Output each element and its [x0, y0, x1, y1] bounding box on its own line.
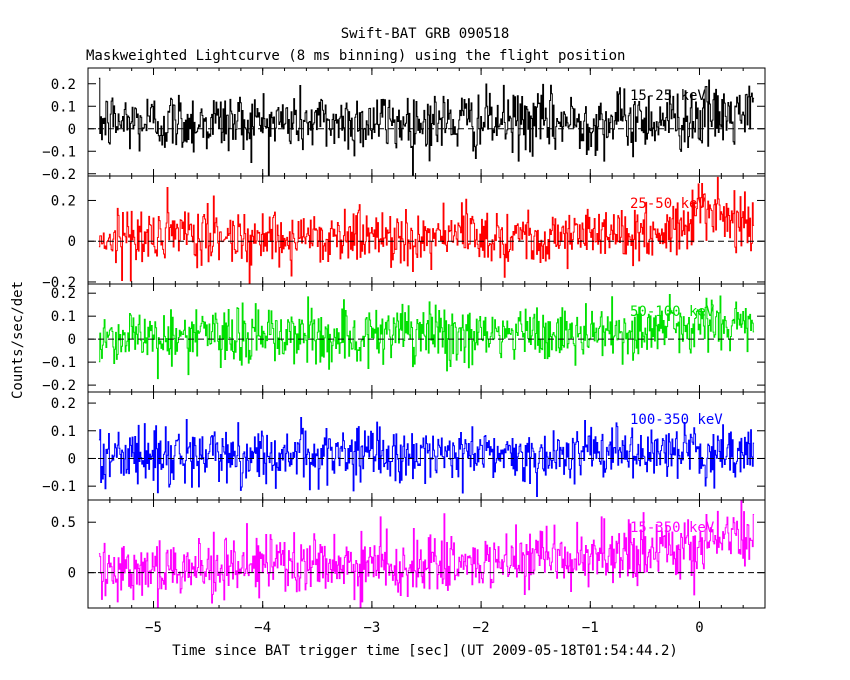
y-tick-label: 0.2: [51, 193, 76, 209]
x-tick-label: −2: [473, 620, 490, 636]
y-tick-label: 0.5: [51, 515, 76, 531]
y-tick-label: 0: [68, 451, 76, 467]
y-tick-label: 0: [68, 332, 76, 348]
y-tick-label: −0.1: [42, 479, 76, 495]
x-tick-label: −1: [582, 620, 599, 636]
y-tick-label: −0.2: [42, 378, 76, 394]
y-tick-label: 0.2: [51, 396, 76, 412]
chart-title: Swift-BAT GRB 090518: [341, 26, 510, 42]
y-tick-label: 0: [68, 122, 76, 138]
panel-4: −0.1 0 0.1 0.2 100-350 keV: [42, 391, 766, 501]
panels-group: −0.2 −0.1 0 0.1 0.2 15-25 keV −0.2 0 0.2 25-50 ke…: [42, 67, 766, 609]
panel-frame: [87, 499, 766, 609]
panel-1: −0.2 −0.1 0 0.1 0.2 15-25 keV: [42, 67, 766, 183]
x-tick-label: −5: [145, 620, 162, 636]
series-line-1: [98, 77, 755, 176]
x-axis-label: Time since BAT trigger time [sec] (UT 20…: [172, 643, 678, 659]
band-label: 25-50 keV: [630, 196, 706, 212]
series-line-2: [98, 176, 755, 284]
x-tick-label: −3: [363, 620, 380, 636]
panel-5: 0 0.5 15-350 keV: [51, 499, 766, 609]
band-label: 100-350 keV: [630, 412, 723, 428]
y-tick-label: 0.2: [51, 286, 76, 302]
y-tick-label: 0: [68, 234, 76, 250]
panel-3: −0.2 −0.1 0 0.1 0.2 50-100 keV: [42, 283, 766, 394]
series-line-5: [98, 500, 755, 608]
y-tick-label: 0.1: [51, 424, 76, 440]
panel-2: −0.2 0 0.2 25-50 keV: [42, 175, 766, 291]
series-line-4: [98, 416, 755, 498]
y-tick-label: −0.2: [42, 275, 76, 291]
chart-subtitle: Maskweighted Lightcurve (8 ms binning) u…: [86, 48, 625, 64]
y-tick-label: 0.1: [51, 309, 76, 325]
x-tick-label: 0: [695, 620, 703, 636]
y-tick-label: 0.2: [51, 77, 76, 93]
y-axis-label: Counts/sec/det: [10, 281, 26, 399]
y-tick-label: −0.1: [42, 355, 76, 371]
y-tick-label: −0.2: [42, 167, 76, 183]
y-tick-label: 0: [68, 566, 76, 582]
series-line-3: [98, 294, 755, 380]
y-tick-label: 0.1: [51, 99, 76, 115]
band-label: 15-25 keV: [630, 88, 706, 104]
band-label: 15-350 keV: [630, 520, 715, 536]
x-tick-labels: −5 −4 −3 −2 −1 0: [145, 620, 704, 636]
y-tick-label: −0.1: [42, 144, 76, 160]
x-tick-label: −4: [254, 620, 271, 636]
band-label: 50-100 keV: [630, 304, 715, 320]
